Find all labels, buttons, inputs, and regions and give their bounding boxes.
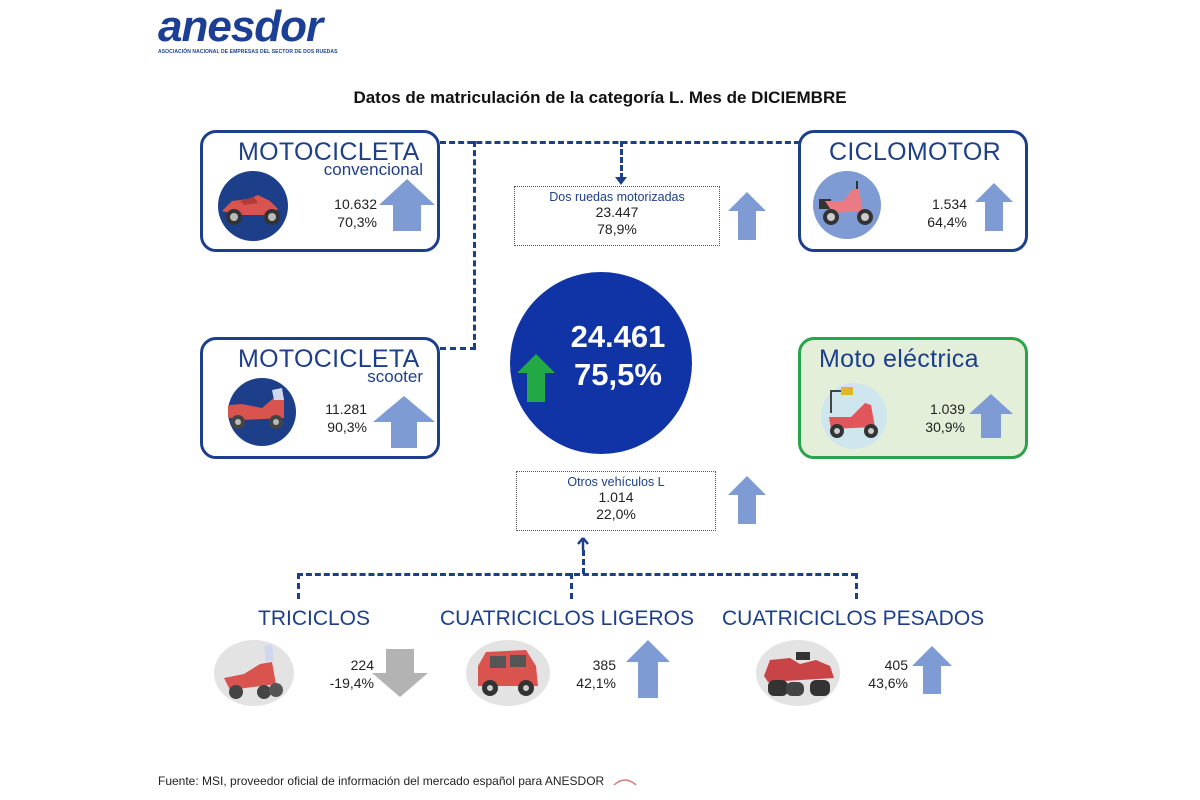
- summary-value: 23.447: [595, 204, 639, 220]
- card-values: 11.281 90,3%: [325, 400, 367, 436]
- change-percent: 43,6%: [868, 675, 908, 691]
- triciclos-title: TRICICLOS: [258, 607, 371, 630]
- arrow-up-icon: [373, 396, 435, 448]
- card-title: Moto eléctrica: [819, 345, 979, 373]
- arrow-up-icon: [975, 183, 1013, 231]
- connector-triciclos: [297, 573, 300, 599]
- arrow-up-icon: [969, 394, 1013, 438]
- registrations-value: 1.039: [929, 401, 965, 417]
- change-percent: -19,4%: [329, 675, 374, 691]
- registrations-value: 405: [884, 657, 908, 673]
- logo-wordmark: anesdor: [158, 2, 323, 51]
- summary-value: 1.014: [598, 489, 634, 505]
- page-title: Datos de matriculación de la categoría L…: [353, 88, 847, 107]
- summary-change: 22,0%: [596, 506, 636, 522]
- connector-to-otros: [582, 550, 585, 574]
- quad-icon: [756, 640, 840, 706]
- registrations-value: 385: [592, 657, 616, 673]
- summary-change: 78,9%: [597, 221, 637, 237]
- card-values: 10.632 70,3%: [334, 195, 377, 231]
- connector-pesados: [855, 573, 858, 599]
- card-motocicleta-convencional: MOTOCICLETA convencional 10.632 70,3%: [200, 130, 440, 252]
- electric-scooter-icon: [821, 383, 887, 449]
- arrowhead-down-icon: [615, 177, 627, 185]
- change-percent: 42,1%: [576, 675, 616, 691]
- arrow-up-icon: [626, 640, 670, 698]
- card-motocicleta-scooter: MOTOCICLETA scooter 11.281 90,3%: [200, 337, 440, 459]
- logo-subtitle: ASOCIACIÓN NACIONAL DE EMPRESAS DEL SECT…: [158, 49, 338, 55]
- card-title: CICLOMOTOR: [829, 138, 1001, 166]
- card-subtitle: convencional: [323, 160, 423, 179]
- connector-left-vertical: [473, 141, 476, 349]
- anesdor-logo: anesdor ASOCIACIÓN NACIONAL DE EMPRESAS …: [158, 2, 338, 56]
- card-moto-electrica: Moto eléctrica 1.039 30,9%: [798, 337, 1028, 459]
- card-values: 1.534 64,4%: [927, 195, 967, 231]
- summary-label: Dos ruedas motorizadas: [549, 190, 685, 204]
- cuatriciclos-pesados-values: 405 43,6%: [848, 656, 908, 692]
- registrations-value: 1.534: [931, 196, 967, 212]
- cuatriciclos-ligeros-values: 385 42,1%: [556, 656, 616, 692]
- connector-ligeros: [570, 573, 573, 599]
- microcar-icon: [466, 640, 550, 706]
- registrations-value: 224: [350, 657, 374, 673]
- change-percent: 70,3%: [337, 214, 377, 230]
- summary-dos-ruedas: Dos ruedas motorizadas 23.447 78,9%: [514, 186, 720, 246]
- arrow-up-icon: [379, 179, 435, 231]
- triciclos-values: 224 -19,4%: [300, 656, 374, 692]
- registrations-value: 10.632: [334, 196, 377, 212]
- cuatriciclos-ligeros-title: CUATRICICLOS LIGEROS: [440, 607, 694, 630]
- total-registrations: 24.461: [570, 319, 666, 354]
- card-title: MOTOCICLETA: [238, 345, 420, 373]
- change-percent: 90,3%: [327, 419, 367, 435]
- arrow-up-icon: [728, 192, 766, 240]
- connector-scooter: [440, 347, 476, 350]
- source-footnote: Fuente: MSI, proveedor oficial de inform…: [158, 774, 638, 788]
- arrowhead-up-icon: [577, 537, 589, 550]
- total-values: 24.461 75,5%: [548, 318, 688, 394]
- change-percent: 64,4%: [927, 214, 967, 230]
- arrow-up-icon: [912, 646, 952, 694]
- connector-bottom: [297, 573, 857, 576]
- summary-otros-vehiculos: Otros vehículos L 1.014 22,0%: [516, 471, 716, 531]
- tricycle-icon: [214, 640, 294, 706]
- card-values: 1.039 30,9%: [925, 400, 965, 436]
- card-title: MOTOCICLETA: [238, 138, 420, 166]
- msi-logo-icon: [613, 779, 637, 786]
- card-subtitle: scooter: [367, 367, 423, 386]
- registrations-value: 11.281: [325, 401, 367, 417]
- scooter-icon: [220, 378, 296, 446]
- summary-label: Otros vehículos L: [567, 475, 665, 489]
- cuatriciclos-pesados-title: CUATRICICLOS PESADOS: [722, 607, 985, 630]
- arrow-up-icon: [728, 476, 766, 524]
- source-text: Fuente: MSI, proveedor oficial de inform…: [158, 774, 605, 788]
- motorcycle-icon: [218, 171, 288, 241]
- change-percent: 30,9%: [925, 419, 965, 435]
- arrow-down-icon: [372, 649, 428, 697]
- card-ciclomotor: CICLOMOTOR 1.534 64,4%: [798, 130, 1028, 252]
- arrow-up-green-icon: [517, 354, 555, 402]
- total-change: 75,5%: [574, 357, 662, 392]
- connector-to-dos-ruedas: [620, 141, 623, 179]
- moped-icon: [813, 171, 881, 239]
